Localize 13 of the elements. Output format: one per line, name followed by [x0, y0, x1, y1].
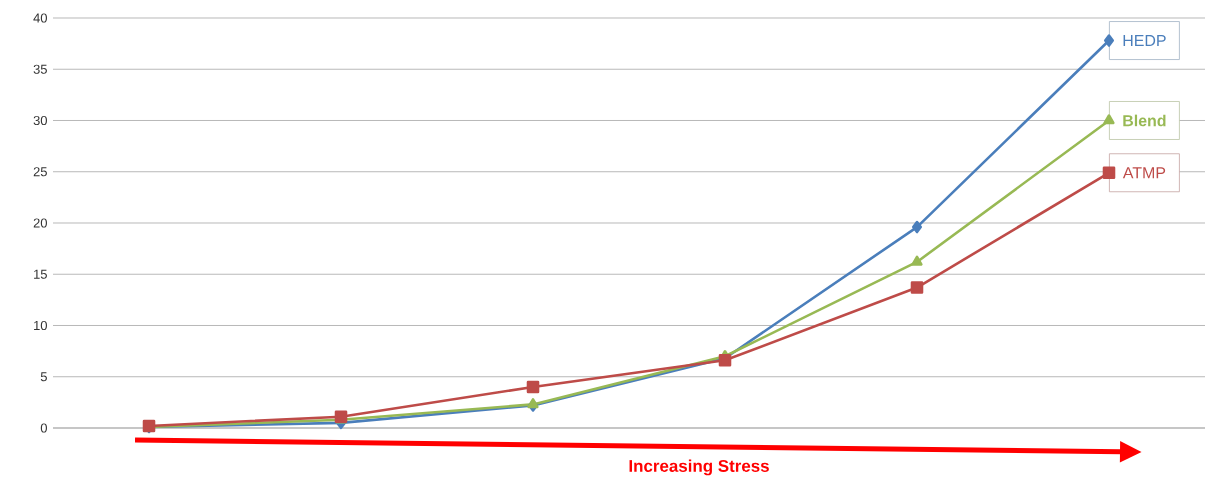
y-tick-label: 10 — [34, 320, 47, 331]
y-tick-label: 5 — [40, 372, 47, 382]
y-tick-label: 20 — [33, 218, 47, 228]
series-label: HEDP — [1123, 35, 1166, 47]
y-tick-label: 0 — [40, 423, 47, 433]
y-tick-label: 25 — [33, 167, 47, 177]
y-tick-label: 35 — [33, 64, 47, 74]
y-tick-label: 30 — [33, 115, 47, 126]
x-axis-title: Increasing Stress — [629, 459, 769, 476]
series-label: Blend — [1123, 114, 1166, 127]
series-label: ATMP — [1122, 167, 1166, 179]
y-tick-label: 40 — [33, 13, 47, 23]
y-tick-label: 15 — [34, 269, 47, 279]
